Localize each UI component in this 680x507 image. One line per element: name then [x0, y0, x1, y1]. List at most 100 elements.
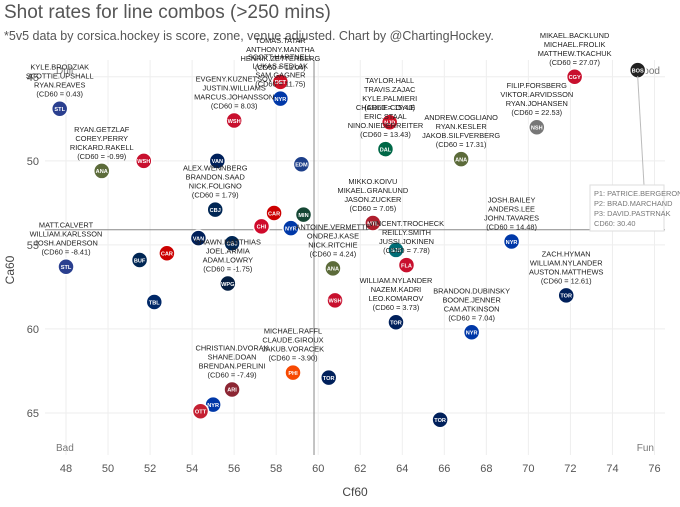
- data-point[interactable]: CGY: [565, 68, 584, 86]
- team-logo-marker: [431, 410, 449, 429]
- point-label-line: JOSH.BAILEY: [488, 196, 536, 205]
- data-point[interactable]: PHI: [284, 363, 302, 382]
- data-point[interactable]: EDM: [292, 155, 311, 173]
- data-point[interactable]: DAL: [376, 140, 395, 158]
- data-point[interactable]: NSH: [528, 118, 546, 136]
- point-label-line: (CD60 = 17.31): [436, 140, 487, 149]
- team-abbr: NJD: [384, 120, 395, 126]
- x-tick-label: 70: [522, 463, 534, 475]
- team-abbr: PHI: [288, 371, 298, 377]
- point-label-line: JOEL.ARMIA: [206, 247, 250, 256]
- data-point[interactable]: TOR: [431, 410, 449, 429]
- team-logo-marker: [223, 234, 241, 252]
- team-logo-marker: [292, 155, 311, 173]
- data-point[interactable]: MIN: [294, 205, 313, 224]
- data-point[interactable]: CBJ: [206, 200, 224, 219]
- point-label-line: (CD60 = 13.43): [360, 130, 411, 139]
- point-label-line: (CD60 = -1.75): [203, 265, 252, 274]
- data-point[interactable]: DET: [271, 73, 290, 91]
- point-label-line: CHRISTIAN.DVORAK: [195, 343, 268, 352]
- data-point[interactable]: CHI: [252, 217, 271, 236]
- x-tick-label: 52: [144, 463, 156, 475]
- data-point[interactable]: TOR: [387, 313, 405, 331]
- data-point[interactable]: ANA: [324, 259, 342, 278]
- point-label: SCOTT.HARTNELL LUKAS.SEDLAK SAM.GAGNER (CD6…: [248, 53, 313, 89]
- data-point[interactable]: SJS: [387, 241, 405, 259]
- data-point[interactable]: NYR: [271, 89, 290, 108]
- data-point[interactable]: WSH: [135, 152, 153, 170]
- point-label-line: EVGENY.KUZNETSOV: [196, 75, 273, 84]
- data-point[interactable]: VAN: [208, 152, 227, 170]
- point-label: ANDREW.COGLIANO RYAN.KESLER JAKOB.SILFVERB…: [422, 113, 500, 149]
- data-point[interactable]: WSH: [225, 111, 243, 130]
- y-tick-label: 60: [27, 324, 39, 336]
- data-point[interactable]: NYR: [462, 323, 481, 342]
- team-abbr: FLA: [401, 263, 412, 269]
- point-label-line: (CD60 = 12.61): [541, 276, 592, 285]
- point-label-line: COREY.PERRY: [75, 134, 128, 143]
- team-abbr: TOR: [560, 294, 572, 300]
- data-point[interactable]: FLA: [397, 256, 416, 274]
- point-label-line: HENRIK.ZETTERBERG: [241, 54, 321, 63]
- point-label-line: TOMAS.TATAR: [255, 36, 306, 45]
- data-point[interactable]: OTT: [191, 402, 210, 421]
- team-abbr: CBJ: [210, 208, 221, 214]
- team-abbr: NYR: [466, 331, 478, 337]
- point-label-line: TRAVIS.ZAJAC: [364, 85, 416, 94]
- data-point[interactable]: VAN: [189, 229, 208, 247]
- x-tick-label: 72: [564, 463, 576, 475]
- point-label-line: AUSTON.MATTHEWS: [529, 267, 604, 276]
- data-point[interactable]: STL: [50, 99, 69, 118]
- data-point[interactable]: CAR: [158, 244, 176, 263]
- team-logo-marker: [294, 205, 313, 224]
- team-abbr: MIN: [298, 213, 308, 219]
- point-label-line: (CD60 = 11.75): [255, 80, 305, 89]
- point-label-line: (CD60 = -3.90): [268, 354, 317, 363]
- data-point[interactable]: NYR: [282, 219, 300, 237]
- team-logo-marker: [158, 244, 176, 263]
- point-label-line: KYLE.BRODZIAK: [30, 63, 89, 72]
- team-logo-marker: [452, 150, 470, 168]
- quadrant-label-fun: Fun: [637, 443, 654, 454]
- data-point[interactable]: TOR: [319, 368, 338, 387]
- point-label-line: (CD60 = -7.49): [208, 370, 257, 379]
- team-abbr: VAN: [193, 236, 204, 242]
- point-label-line: BRANDON.SAAD: [186, 173, 245, 182]
- point-label-line: ANTHONY.MANTHA: [246, 45, 315, 54]
- data-point[interactable]: ANA: [92, 162, 111, 180]
- data-point[interactable]: STL: [57, 257, 75, 276]
- point-label-line: FILIP.FORSBERG: [507, 81, 567, 90]
- x-tick-label: 58: [270, 463, 282, 475]
- team-logo-marker: [252, 217, 271, 236]
- point-label-line: NICK.FOLIGNO: [189, 182, 242, 191]
- team-abbr: TOR: [390, 321, 402, 327]
- point-label-line: ADAM.LOWRY: [203, 256, 253, 265]
- x-tick-label: 48: [60, 463, 72, 475]
- point-label-line: WILLIAM.KARLSSON: [30, 230, 103, 239]
- point-label-line: MICHAEL.FROLIK: [544, 40, 606, 49]
- point-label-line: ALEX.WENNBERG: [183, 164, 248, 173]
- data-point[interactable]: NJD: [380, 113, 399, 131]
- data-point[interactable]: TBL: [145, 293, 164, 311]
- data-point[interactable]: ANA: [452, 150, 470, 168]
- data-point[interactable]: WPG: [219, 274, 237, 293]
- team-abbr: NSH: [531, 126, 543, 132]
- team-logo-marker: [191, 402, 210, 421]
- data-point[interactable]: NYR: [502, 232, 521, 251]
- data-point[interactable]: CAR: [265, 204, 283, 222]
- team-abbr: NYR: [274, 97, 286, 103]
- data-point[interactable]: MTL: [364, 214, 382, 232]
- point-label-line: VIKTOR.ARVIDSSON: [500, 90, 573, 99]
- point-label-line: CAM.ATKINSON: [444, 304, 500, 313]
- point-label-line: (CD60 = 13.04): [255, 63, 306, 72]
- data-point[interactable]: WSH: [326, 291, 344, 310]
- data-point[interactable]: BUF: [130, 251, 149, 269]
- data-point[interactable]: BOS: [628, 61, 647, 79]
- tooltip-line: P2: BRAD.MARCHAND: [594, 199, 672, 208]
- point-label-line: RICKARD.RAKELL: [70, 143, 134, 152]
- data-point[interactable]: CBJ: [223, 234, 241, 252]
- point-label-line: MATT.CALVERT: [39, 221, 94, 230]
- point-label-line: SCOTTIE.UPSHALL: [26, 72, 94, 81]
- data-point[interactable]: TOR: [557, 286, 575, 305]
- data-point[interactable]: ARI: [223, 380, 241, 399]
